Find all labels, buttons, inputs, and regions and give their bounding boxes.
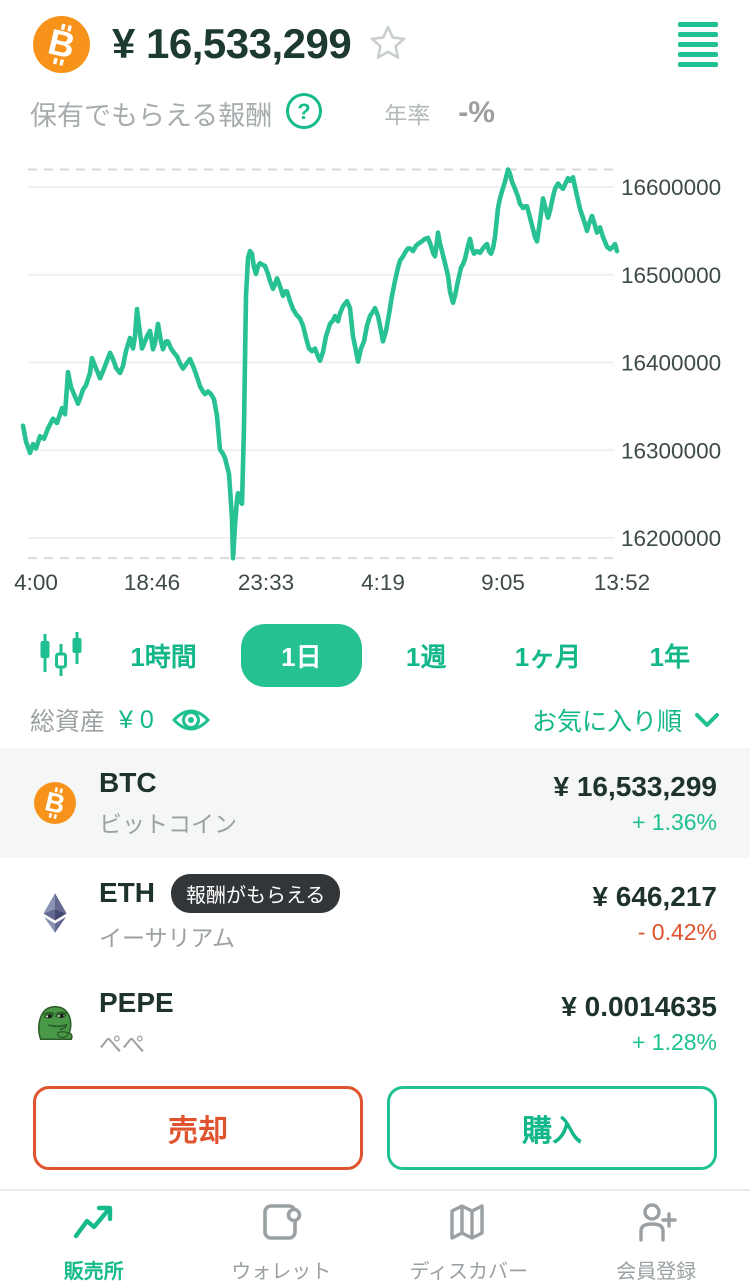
svg-text:16400000: 16400000 xyxy=(621,351,721,376)
total-assets-value: ¥ 0 xyxy=(119,705,154,734)
tab-1day[interactable]: 1日 xyxy=(241,623,362,687)
asset-symbol: ETH xyxy=(99,877,155,908)
asset-symbol: BTC xyxy=(99,767,157,798)
asset-name: ぺぺ xyxy=(99,1031,145,1057)
chevron-down-icon[interactable] xyxy=(694,712,720,733)
svg-text:?: ? xyxy=(297,99,310,124)
trend-up-icon xyxy=(69,1200,119,1249)
action-buttons: 売却 購入 xyxy=(0,1078,750,1178)
svg-text:4:00: 4:00 xyxy=(14,570,58,595)
asset-row-pepe[interactable]: PEPE ぺぺ ¥ 0.0014635 + 1.28% xyxy=(0,968,750,1078)
svg-text:16600000: 16600000 xyxy=(621,175,721,200)
nav-item-wallet[interactable]: ウォレット xyxy=(188,1194,376,1284)
bottom-nav: 販売所 ウォレット ディスカバー xyxy=(0,1189,750,1286)
asset-list: B BTC ビットコイン ¥ 16,533,299 + 1.36% xyxy=(0,748,750,1078)
nav-label: 会員登録 xyxy=(616,1260,697,1283)
nav-item-signup[interactable]: 会員登録 xyxy=(563,1194,750,1284)
asset-row-btc[interactable]: B BTC ビットコイン ¥ 16,533,299 + 1.36% xyxy=(0,748,750,858)
svg-text:18:46: 18:46 xyxy=(124,570,180,595)
asset-name: イーサリアム xyxy=(99,924,235,951)
person-add-icon xyxy=(632,1200,680,1249)
asset-price: ¥ 0.0014635 xyxy=(561,990,717,1022)
asset-price: ¥ 646,217 xyxy=(592,880,717,912)
nav-item-exchange[interactable]: 販売所 xyxy=(0,1194,188,1284)
asset-change: + 1.28% xyxy=(631,1028,717,1055)
star-outline-icon[interactable] xyxy=(367,22,409,69)
svg-text:9:05: 9:05 xyxy=(481,570,525,595)
asset-symbol: PEPE xyxy=(99,987,174,1018)
nav-label: 販売所 xyxy=(63,1260,124,1283)
total-assets-label: 総資産 xyxy=(30,708,106,736)
sort-order-button[interactable]: お気に入り順 xyxy=(531,708,682,736)
hamburger-menu-icon[interactable] xyxy=(676,18,720,71)
asset-name: ビットコイン xyxy=(99,811,237,837)
annual-rate-label: 年率 xyxy=(384,102,431,128)
map-icon xyxy=(445,1200,493,1249)
candlestick-chart-icon[interactable] xyxy=(36,630,86,680)
eye-icon[interactable] xyxy=(170,704,212,741)
portfolio-bar: 総資産 ¥ 0 お気に入り順 xyxy=(0,692,750,748)
ethereum-icon xyxy=(33,891,77,935)
reward-badge: 報酬がもらえる xyxy=(171,873,341,913)
asset-change: - 0.42% xyxy=(637,918,717,945)
tab-1week[interactable]: 1週 xyxy=(405,641,447,672)
svg-text:13:52: 13:52 xyxy=(594,570,650,595)
question-circle-icon[interactable]: ? xyxy=(284,91,324,136)
reward-row: 保有でもらえる報酬 ? 年率 -% xyxy=(0,84,750,142)
sell-button[interactable]: 売却 xyxy=(33,1086,363,1170)
price-chart[interactable]: 16600000 16500000 16400000 16300000 16200000… xyxy=(0,146,750,614)
svg-text:16200000: 16200000 xyxy=(621,526,721,551)
wallet-icon xyxy=(257,1200,305,1249)
bitcoin-logo-icon: B xyxy=(33,15,90,73)
tab-1hour[interactable]: 1時間 xyxy=(130,641,197,672)
nav-label: ディスカバー xyxy=(409,1260,529,1283)
svg-text:4:19: 4:19 xyxy=(361,570,405,595)
pepe-icon xyxy=(33,1001,77,1045)
nav-item-discover[interactable]: ディスカバー xyxy=(375,1194,563,1284)
asset-row-eth[interactable]: ETH 報酬がもらえる イーサリアム ¥ 646,217 - 0.42% xyxy=(0,858,750,968)
reward-label: 保有でもらえる報酬 xyxy=(30,100,273,131)
buy-button[interactable]: 購入 xyxy=(387,1086,717,1170)
tab-1month[interactable]: 1ヶ月 xyxy=(514,641,582,672)
tab-1year[interactable]: 1年 xyxy=(649,641,690,672)
svg-text:16300000: 16300000 xyxy=(621,438,721,463)
svg-text:23:33: 23:33 xyxy=(238,570,294,595)
range-tabs: 1時間 1日 1週 1ヶ月 1年 xyxy=(0,620,750,690)
asset-price: ¥ 16,533,299 xyxy=(553,770,718,802)
asset-change: + 1.36% xyxy=(631,808,717,835)
header: B ¥ 16,533,299 xyxy=(0,0,750,76)
annual-rate-value: -% xyxy=(458,96,495,129)
svg-text:16500000: 16500000 xyxy=(621,263,721,288)
current-price: ¥ 16,533,299 xyxy=(112,20,352,67)
nav-label: ウォレット xyxy=(231,1260,332,1283)
bitcoin-icon: B xyxy=(33,781,77,825)
